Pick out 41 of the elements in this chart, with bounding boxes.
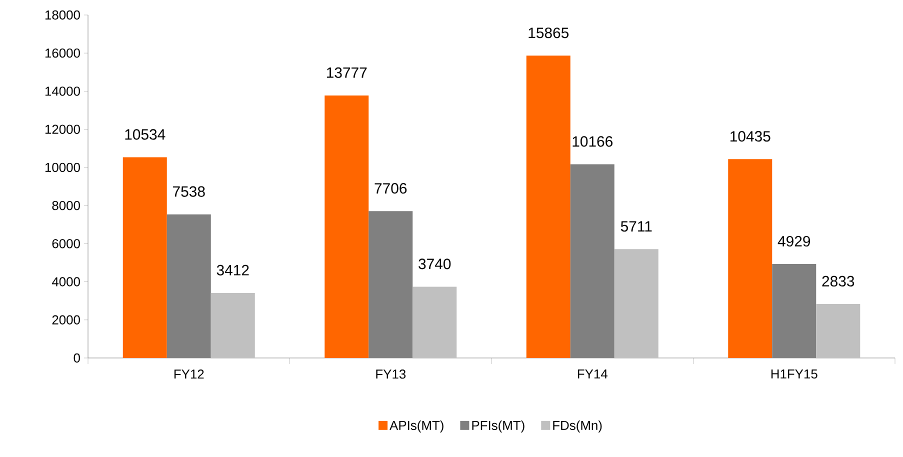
data-label: 4929 — [778, 236, 810, 247]
data-label: 3740 — [418, 258, 451, 270]
bar — [412, 286, 457, 358]
y-tick-label: 18000 — [45, 10, 80, 20]
bar — [772, 264, 816, 358]
bar — [728, 159, 772, 358]
y-tick-label: 6000 — [52, 239, 80, 248]
data-label: 10534 — [125, 129, 166, 140]
y-tick-label: 0 — [74, 353, 80, 363]
y-tick-label: 4000 — [52, 277, 80, 286]
bar — [570, 164, 614, 358]
data-label: 13777 — [326, 67, 367, 78]
bar — [166, 214, 211, 358]
x-tick-label: FY14 — [578, 370, 608, 378]
x-tick-label: FY12 — [174, 370, 204, 379]
bar — [526, 56, 570, 358]
y-tick-label: 2000 — [52, 315, 80, 324]
bar — [368, 211, 413, 358]
x-tick-label: FY13 — [376, 370, 406, 379]
bar — [210, 292, 255, 358]
data-label: 10166 — [572, 136, 612, 147]
data-label: 15865 — [528, 28, 569, 38]
data-label: 5711 — [620, 221, 652, 232]
data-label: 2833 — [822, 276, 854, 286]
y-tick-label: 14000 — [45, 86, 80, 96]
y-tick-label: 8000 — [52, 200, 80, 210]
y-tick-label: 10000 — [45, 162, 80, 172]
y-tick-label: 16000 — [45, 48, 80, 58]
bar — [614, 249, 658, 358]
legend-label: FDs(Mn) — [553, 420, 602, 433]
y-tick-label: 12000 — [45, 124, 80, 134]
bar — [816, 304, 860, 358]
data-label: 3412 — [216, 264, 249, 276]
data-label: 10435 — [730, 131, 770, 142]
legend-label: APIs(MT) — [390, 420, 444, 433]
data-label: 7538 — [173, 186, 205, 197]
bar — [324, 95, 369, 358]
x-tick-label: H1FY15 — [771, 370, 818, 379]
bar — [122, 157, 167, 358]
data-label: 7706 — [374, 183, 407, 194]
legend-label: PFIs(MT) — [472, 420, 524, 433]
